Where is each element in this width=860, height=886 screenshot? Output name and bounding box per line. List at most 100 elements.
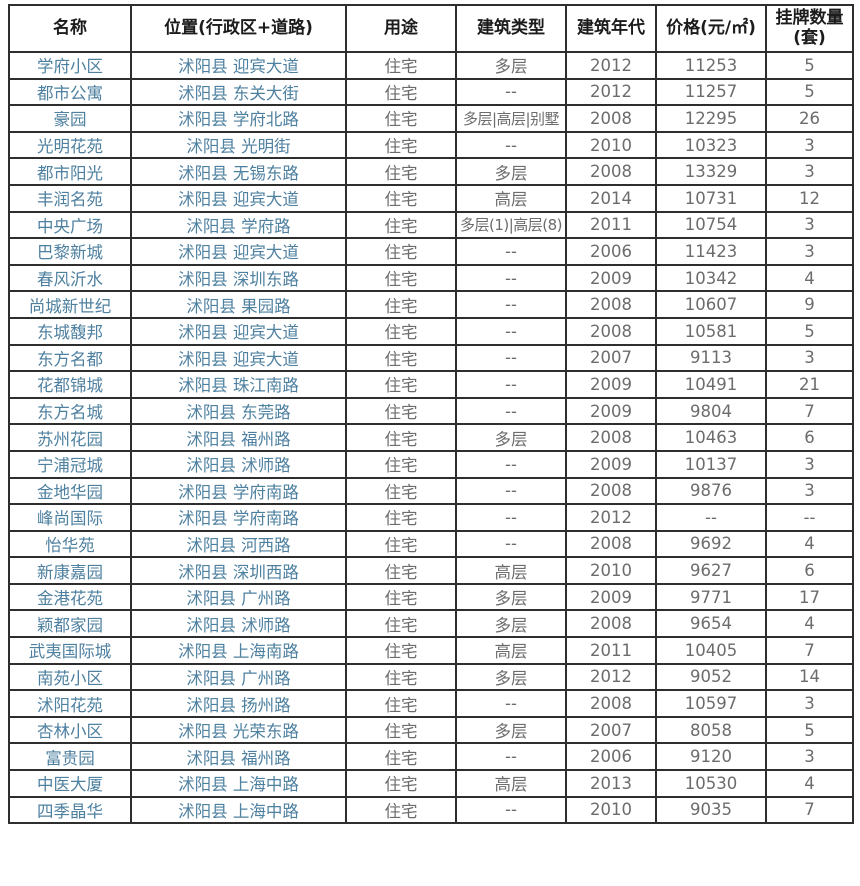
building-type-cell: 多层 (455, 157, 567, 186)
location-cell: 沭阳县 上海中路 (130, 795, 347, 825)
usage-cell: 住宅 (345, 662, 457, 692)
table-row: 春风沂水 沭阳县 深圳东路 住宅 -- 2009 10342 4 (8, 263, 854, 293)
name-cell: 苏州花园 (8, 423, 132, 452)
year-cell: 2008 (565, 529, 657, 559)
location-cell: 沭阳县 迎宾大道 (130, 51, 347, 80)
location-cell: 沭阳县 福州路 (130, 742, 347, 772)
price-cell: 9113 (655, 343, 767, 373)
listing-count-cell: 3 (765, 237, 854, 266)
listing-count-cell: 14 (765, 662, 854, 692)
table-row: 怡华苑 沭阳县 河西路 住宅 -- 2008 9692 4 (8, 529, 854, 559)
column-header-year: 建筑年代 (565, 4, 657, 53)
listing-count-cell: 5 (765, 316, 854, 346)
price-cell: 10342 (655, 263, 767, 293)
building-type-cell: -- (455, 742, 567, 772)
location-cell: 沭阳县 学府南路 (130, 503, 347, 532)
location-cell: 沭阳县 光明街 (130, 130, 347, 160)
price-cell: 12295 (655, 104, 767, 133)
listing-count-cell: 3 (765, 130, 854, 160)
location-cell: 沭阳县 河西路 (130, 529, 347, 559)
year-cell: 2008 (565, 290, 657, 319)
column-header-usage: 用途 (345, 4, 457, 53)
usage-cell: 住宅 (345, 77, 457, 107)
column-header-listing-count: 挂牌数量(套) (765, 4, 854, 53)
listing-count-cell: 26 (765, 104, 854, 133)
year-cell: 2008 (565, 316, 657, 346)
building-type-cell: 多层(1)|高层(8) (455, 210, 567, 240)
building-type-cell: -- (455, 290, 567, 319)
table-header-row: 名称 位置(行政区+道路) 用途 建筑类型 建筑年代 价格(元/㎡) 挂牌数量(套) (8, 4, 854, 53)
building-type-cell: -- (455, 795, 567, 825)
usage-cell: 住宅 (345, 503, 457, 532)
usage-cell: 住宅 (345, 556, 457, 585)
building-type-cell: 多层 (455, 715, 567, 745)
table-row: 中央广场 沭阳县 学府路 住宅 多层(1)|高层(8) 2011 10754 3 (8, 210, 854, 240)
usage-cell: 住宅 (345, 130, 457, 160)
location-cell: 沭阳县 广州路 (130, 582, 347, 612)
building-type-cell: -- (455, 396, 567, 426)
year-cell: 2007 (565, 343, 657, 373)
usage-cell: 住宅 (345, 742, 457, 772)
year-cell: 2006 (565, 237, 657, 266)
name-cell: 金港花苑 (8, 582, 132, 612)
listing-count-cell: -- (765, 503, 854, 532)
price-cell: 9876 (655, 476, 767, 506)
price-cell: 9771 (655, 582, 767, 612)
usage-cell: 住宅 (345, 157, 457, 186)
year-cell: 2013 (565, 769, 657, 798)
table-row: 四季晶华 沭阳县 上海中路 住宅 -- 2010 9035 7 (8, 795, 854, 825)
table-row: 花都锦城 沭阳县 珠江南路 住宅 -- 2009 10491 21 (8, 370, 854, 399)
name-cell: 春风沂水 (8, 263, 132, 293)
listing-count-cell: 4 (765, 263, 854, 293)
listing-count-cell: 7 (765, 396, 854, 426)
name-cell: 花都锦城 (8, 370, 132, 399)
price-cell: 10405 (655, 636, 767, 665)
listing-count-cell: 9 (765, 290, 854, 319)
year-cell: 2010 (565, 130, 657, 160)
year-cell: 2008 (565, 476, 657, 506)
year-cell: 2012 (565, 77, 657, 107)
year-cell: 2009 (565, 396, 657, 426)
building-type-cell: -- (455, 316, 567, 346)
usage-cell: 住宅 (345, 529, 457, 559)
year-cell: 2008 (565, 423, 657, 452)
table-row: 光明花苑 沭阳县 光明街 住宅 -- 2010 10323 3 (8, 130, 854, 160)
location-cell: 沭阳县 上海南路 (130, 636, 347, 665)
usage-cell: 住宅 (345, 396, 457, 426)
price-cell: 11257 (655, 77, 767, 107)
table-row: 东方名都 沭阳县 迎宾大道 住宅 -- 2007 9113 3 (8, 343, 854, 373)
usage-cell: 住宅 (345, 476, 457, 506)
building-type-cell: 多层 (455, 662, 567, 692)
name-cell: 金地华园 (8, 476, 132, 506)
year-cell: 2014 (565, 183, 657, 213)
column-header-price: 价格(元/㎡) (655, 4, 767, 53)
name-cell: 峰尚国际 (8, 503, 132, 532)
year-cell: 2010 (565, 556, 657, 585)
usage-cell: 住宅 (345, 609, 457, 639)
table-row: 苏州花园 沭阳县 福州路 住宅 多层 2008 10463 6 (8, 423, 854, 452)
name-cell: 中央广场 (8, 210, 132, 240)
usage-cell: 住宅 (345, 343, 457, 373)
table-row: 尚城新世纪 沭阳县 果园路 住宅 -- 2008 10607 9 (8, 290, 854, 319)
table-row: 东城馥邦 沭阳县 迎宾大道 住宅 -- 2008 10581 5 (8, 316, 854, 346)
year-cell: 2011 (565, 210, 657, 240)
building-type-cell: 多层|高层|别墅 (455, 104, 567, 133)
location-cell: 沭阳县 深圳东路 (130, 263, 347, 293)
name-cell: 宁浦冠城 (8, 449, 132, 479)
column-header-building-type: 建筑类型 (455, 4, 567, 53)
real-estate-listings-table: 名称 位置(行政区+道路) 用途 建筑类型 建筑年代 价格(元/㎡) 挂牌数量(套) 学府小… (8, 4, 854, 825)
price-cell: 10597 (655, 689, 767, 718)
location-cell: 沭阳县 深圳西路 (130, 556, 347, 585)
building-type-cell: 多层 (455, 582, 567, 612)
listing-count-cell: 17 (765, 582, 854, 612)
location-cell: 沭阳县 东关大街 (130, 77, 347, 107)
usage-cell: 住宅 (345, 290, 457, 319)
listing-count-cell: 21 (765, 370, 854, 399)
year-cell: 2009 (565, 263, 657, 293)
building-type-cell: 多层 (455, 51, 567, 80)
name-cell: 巴黎新城 (8, 237, 132, 266)
name-cell: 中医大厦 (8, 769, 132, 798)
price-cell: 10754 (655, 210, 767, 240)
table-row: 都市公寓 沭阳县 东关大街 住宅 -- 2012 11257 5 (8, 77, 854, 107)
location-cell: 沭阳县 福州路 (130, 423, 347, 452)
